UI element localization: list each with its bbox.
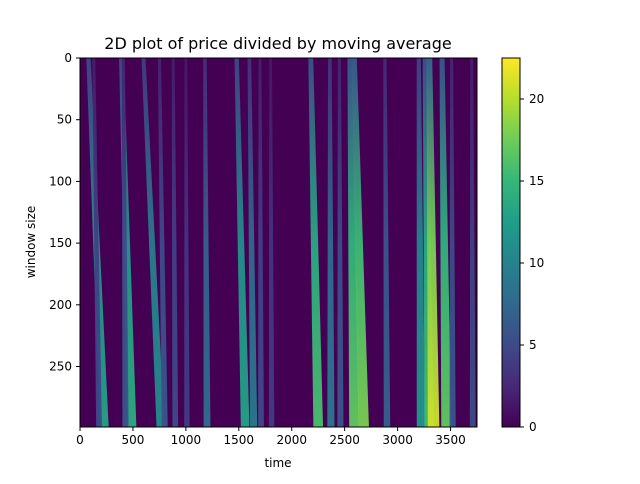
heatmap-streak: [426, 58, 440, 427]
heatmap-streak: [416, 58, 426, 427]
heatmap-streak: [121, 58, 129, 427]
heatmap-streak: [469, 58, 476, 427]
heatmap-streak: [268, 58, 275, 427]
colorbar-tick-label: 15: [529, 174, 544, 188]
x-tick-label: 3500: [435, 433, 466, 447]
x-tick-label: 2000: [276, 433, 307, 447]
heatmap-streak: [439, 58, 452, 427]
x-tick-label: 0: [76, 433, 84, 447]
heatmap-streak: [234, 58, 250, 427]
heatmap-streak: [171, 58, 179, 427]
x-tick-label: 500: [121, 433, 144, 447]
y-tick-label: 0: [64, 51, 72, 65]
y-tick-label: 50: [57, 113, 72, 127]
chart-title: 2D plot of price divided by moving avera…: [104, 34, 451, 53]
y-tick-label: 150: [49, 236, 72, 250]
colorbar-gradient: [501, 57, 521, 428]
heatmap-streak: [141, 58, 165, 427]
y-axis-label: window size: [24, 206, 38, 279]
plot-frame: [79, 57, 478, 428]
heatmap-streak: [92, 58, 102, 427]
colorbar-ticks: 0 5 10 15 20: [520, 92, 544, 434]
x-tick-label: 3000: [382, 433, 413, 447]
heatmap-streak: [383, 58, 391, 427]
x-tick-label: 2500: [329, 433, 360, 447]
y-tick-label: 250: [49, 360, 72, 374]
heatmap-streak: [203, 58, 211, 427]
heatmap-streak: [157, 58, 168, 427]
heatmap-area: [80, 58, 477, 427]
colorbar-tick-label: 20: [529, 92, 544, 106]
colorbar-tick-label: 5: [529, 338, 537, 352]
colorbar: [501, 57, 521, 428]
y-tick-label: 200: [49, 298, 72, 312]
heatmap-streak: [258, 58, 264, 427]
x-axis-ticks: 0 500 1000 1500 2000 2500 3000 3500: [76, 427, 466, 447]
heatmap-streak: [327, 58, 335, 427]
heatmap-streak: [247, 58, 258, 427]
x-tick-label: 1500: [224, 433, 255, 447]
x-tick-label: 1000: [171, 433, 202, 447]
heatmap-streak: [449, 58, 456, 427]
heatmap-streak: [184, 58, 190, 427]
y-tick-label: 100: [49, 174, 72, 188]
colorbar-tick-label: 0: [529, 420, 537, 434]
heatmap-streak: [337, 58, 344, 427]
colorbar-tick-label: 10: [529, 256, 544, 270]
heatmap-streak: [347, 58, 360, 427]
x-axis-label: time: [264, 456, 291, 470]
heatmap-streak: [351, 58, 369, 427]
y-axis-ticks: 0 50 100 150 200 250: [49, 51, 80, 374]
heatmap-streak: [308, 58, 324, 427]
